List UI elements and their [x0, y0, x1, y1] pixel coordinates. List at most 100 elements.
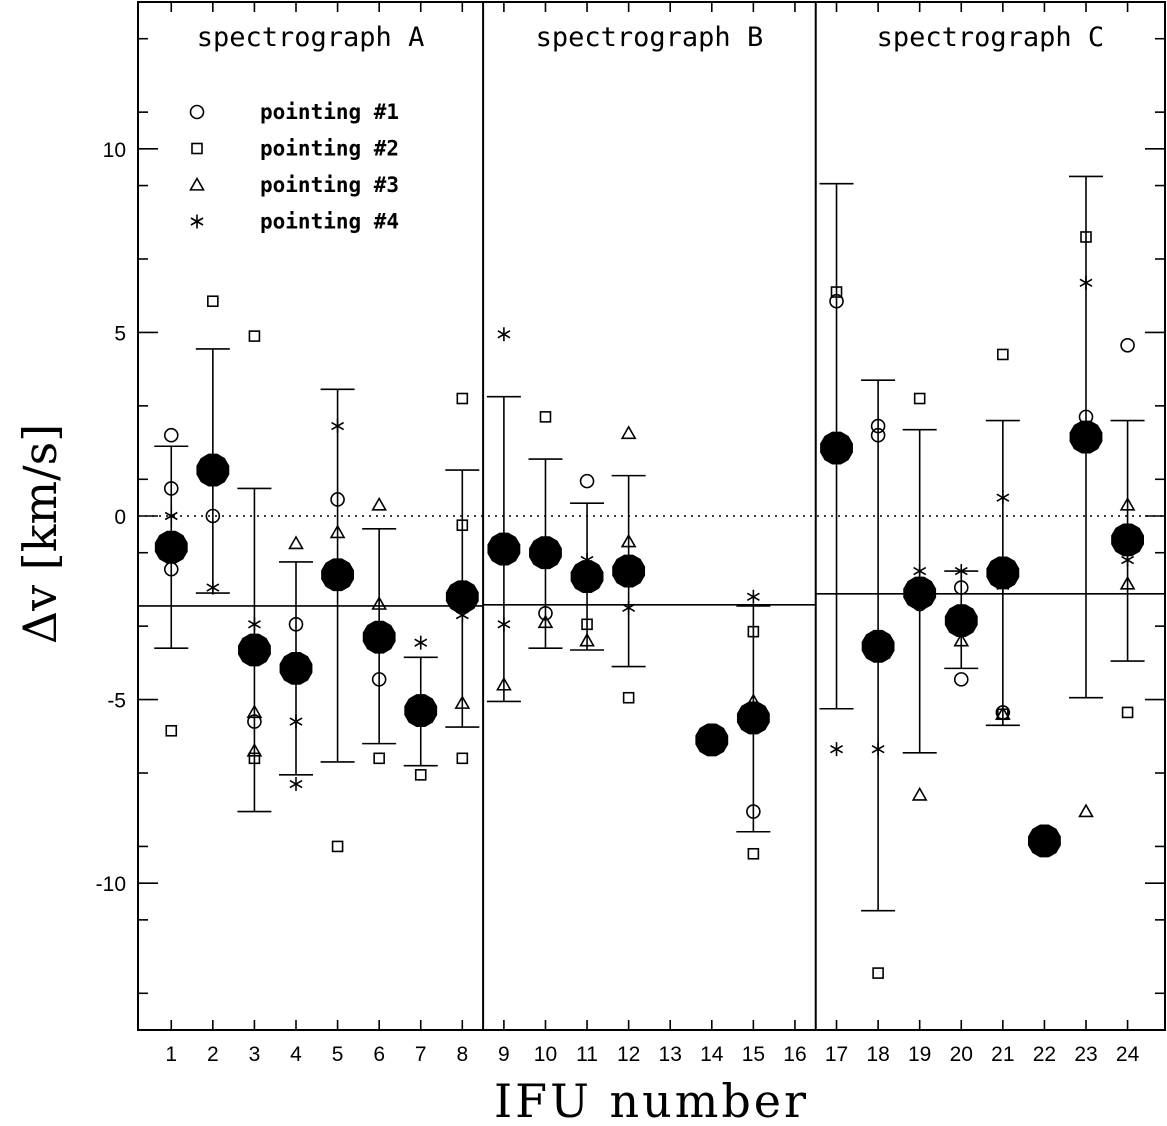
triangle-point	[246, 704, 263, 719]
star-stroke	[871, 744, 885, 754]
reference-lines	[138, 515, 1165, 607]
x-tick-label: 24	[1116, 1043, 1140, 1066]
star-stroke	[497, 620, 511, 629]
data-points	[163, 231, 1136, 979]
x-tick-label: 19	[908, 1043, 931, 1066]
star-stroke	[746, 592, 760, 601]
mean-point	[196, 453, 230, 487]
star-stroke	[913, 566, 927, 576]
x-tick-label: 22	[1033, 1043, 1056, 1066]
triangle-point	[329, 524, 346, 539]
x-tick-label: 15	[742, 1043, 765, 1066]
triangle-point	[454, 695, 471, 709]
circle-point	[953, 580, 969, 595]
mean-point	[487, 532, 521, 566]
panel-title: spectrograph A	[197, 22, 425, 53]
mean-point	[404, 694, 438, 728]
star-stroke	[164, 511, 178, 521]
star-stroke	[1121, 555, 1135, 565]
triangle-point	[911, 786, 928, 801]
triangle-point	[620, 533, 637, 548]
y-axis-label: Δv [km/s]	[13, 424, 67, 644]
x-tick-label: 1	[165, 1043, 177, 1066]
x-tick-label: 7	[415, 1043, 427, 1066]
star-point	[247, 617, 261, 632]
mean-point	[529, 536, 562, 570]
mean-point	[321, 558, 354, 592]
circle-point	[247, 714, 262, 729]
triangle-point	[620, 425, 637, 440]
square-point	[622, 691, 635, 704]
square-point	[207, 295, 219, 308]
x-tick-label: 11	[576, 1043, 598, 1066]
square-point	[456, 519, 469, 531]
star-point	[830, 742, 843, 757]
star-stroke	[247, 620, 261, 629]
star-point	[164, 509, 178, 523]
square-point	[581, 618, 593, 631]
star-point	[497, 617, 511, 632]
square-point	[1121, 706, 1134, 719]
star-stroke	[289, 717, 303, 726]
square-point	[830, 286, 843, 298]
mean-point	[612, 554, 646, 588]
circle-point	[746, 804, 761, 819]
star-point	[871, 742, 885, 757]
legend-label: pointing #1	[260, 100, 399, 124]
x-tick-label: 6	[373, 1043, 385, 1066]
star-stroke	[996, 493, 1010, 502]
legend-label: pointing #3	[260, 173, 399, 197]
panel-titles: spectrograph A spectrograph B spectrograph…	[197, 22, 1104, 53]
square-point	[456, 392, 469, 405]
x-tick-label: 8	[456, 1043, 468, 1066]
legend-marker-triangle	[189, 176, 205, 191]
star-point	[289, 777, 303, 792]
star-stroke	[331, 421, 345, 431]
mean-point	[154, 530, 188, 564]
mean-point	[1069, 420, 1103, 454]
x-axis-label: IFU number	[494, 1074, 809, 1126]
triangle-point	[1119, 575, 1136, 590]
circle-point	[163, 427, 179, 443]
star-point	[206, 580, 220, 595]
star-point	[414, 635, 428, 650]
mean-point	[279, 651, 313, 685]
triangle-point	[537, 614, 554, 629]
legend-label: pointing #2	[260, 137, 399, 161]
x-tick-label: 14	[700, 1043, 724, 1066]
y-tick-label: 0	[114, 506, 126, 529]
panel-title: spectrograph B	[536, 22, 764, 53]
circle-point	[870, 427, 886, 443]
mean-point	[820, 431, 853, 465]
mean-point	[903, 576, 937, 610]
mean-point	[736, 701, 770, 735]
circle-point	[288, 617, 304, 632]
square-point	[747, 847, 760, 860]
square-point	[539, 411, 552, 423]
star-point	[913, 564, 927, 579]
circle-point	[538, 605, 553, 621]
square-point	[456, 752, 469, 765]
star-point	[1079, 275, 1093, 290]
legend-marker-square	[191, 142, 203, 155]
x-tick-label: 18	[866, 1043, 889, 1066]
x-tick-label: 5	[332, 1043, 344, 1066]
x-tick-label: 12	[617, 1043, 640, 1066]
legend-entry: pointing #2	[191, 137, 399, 161]
mean-points	[154, 420, 1144, 858]
legend-marker-star	[190, 214, 204, 229]
star-point	[331, 419, 345, 434]
x-tick-label: 17	[825, 1043, 848, 1066]
x-tick-label: 20	[950, 1043, 973, 1066]
square-point	[165, 724, 178, 737]
triangle-point	[288, 535, 304, 550]
x-tick-label: 2	[207, 1043, 219, 1066]
legend-marker-circle	[189, 104, 205, 120]
triangle-point	[579, 632, 595, 647]
star-point	[746, 589, 760, 604]
circle-point	[371, 672, 387, 687]
triangle-point	[1078, 803, 1094, 818]
star-stroke	[206, 583, 220, 592]
square-point	[747, 625, 760, 638]
